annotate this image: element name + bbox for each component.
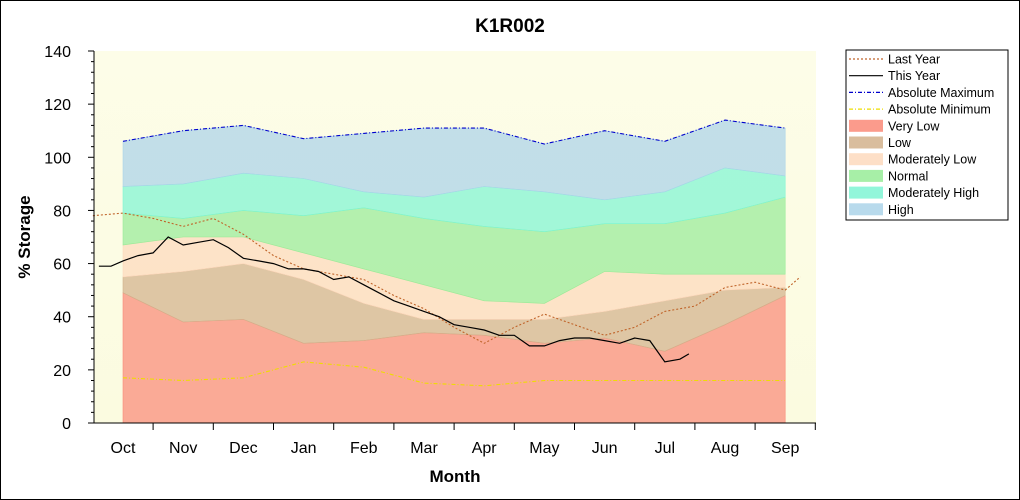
legend: Last Year This Year Absolute Maximum Absolu… xyxy=(845,49,1009,221)
legend-low-swatch xyxy=(849,136,883,149)
legend-normal-label: Normal xyxy=(888,169,928,183)
series-absolute-minimum xyxy=(122,361,786,387)
y-axis-title: % Storage xyxy=(15,195,34,278)
legend-moderately-high-label: Moderately High xyxy=(888,186,979,200)
x-tick-label: May xyxy=(529,440,559,457)
x-tick-label: Jan xyxy=(291,440,317,457)
chart-title: K1R002 xyxy=(475,16,545,37)
y-tick-label: 40 xyxy=(53,310,71,327)
x-tick-label: Oct xyxy=(111,440,136,457)
x-tick-label: Nov xyxy=(169,440,197,457)
y-tick-label: 80 xyxy=(53,203,71,220)
legend-moderately-low-swatch xyxy=(849,153,883,166)
y-tick-label: 60 xyxy=(53,257,71,274)
x-axis-title: Month xyxy=(430,467,481,486)
x-tick-label: Dec xyxy=(229,440,257,457)
line-layer xyxy=(92,119,801,387)
legend-high-swatch xyxy=(849,203,883,216)
legend-normal-swatch xyxy=(849,169,883,182)
band-layer xyxy=(122,119,786,424)
legend-moderately-low-label: Moderately Low xyxy=(888,153,977,167)
series-this-year xyxy=(98,236,690,363)
y-tick-label: 100 xyxy=(44,150,71,167)
series-absolute-maximum xyxy=(122,119,786,145)
y-tick-label: 0 xyxy=(62,416,71,433)
legend-high-label: High xyxy=(888,203,914,217)
legend-low-label: Low xyxy=(888,136,912,150)
legend-moderately-high-swatch xyxy=(849,186,883,199)
legend-this-year-label: This Year xyxy=(888,69,940,83)
legend-absolute-minimum-label: Absolute Minimum xyxy=(888,103,991,117)
legend-absolute-maximum-label: Absolute Maximum xyxy=(888,86,994,100)
x-tick-label: Feb xyxy=(350,440,378,457)
x-tick-label: Jul xyxy=(655,440,675,457)
axes: 0 20 40 60 80 100 120 140 Oct Nov Dec Jan Feb Mar Apr M… xyxy=(44,44,816,457)
x-tick-label: Aug xyxy=(711,440,739,457)
x-tick-label: Mar xyxy=(410,440,438,457)
x-tick-label: Sep xyxy=(771,440,800,457)
x-tick-label: Jun xyxy=(592,440,618,457)
y-tick-label: 140 xyxy=(44,44,71,61)
x-tick-label: Apr xyxy=(472,440,498,457)
legend-very-low-label: Very Low xyxy=(888,119,940,133)
legend-very-low-swatch xyxy=(849,119,883,132)
y-tick-label: 20 xyxy=(53,363,71,380)
y-tick-label: 120 xyxy=(44,97,71,114)
legend-last-year-label: Last Year xyxy=(888,53,940,67)
